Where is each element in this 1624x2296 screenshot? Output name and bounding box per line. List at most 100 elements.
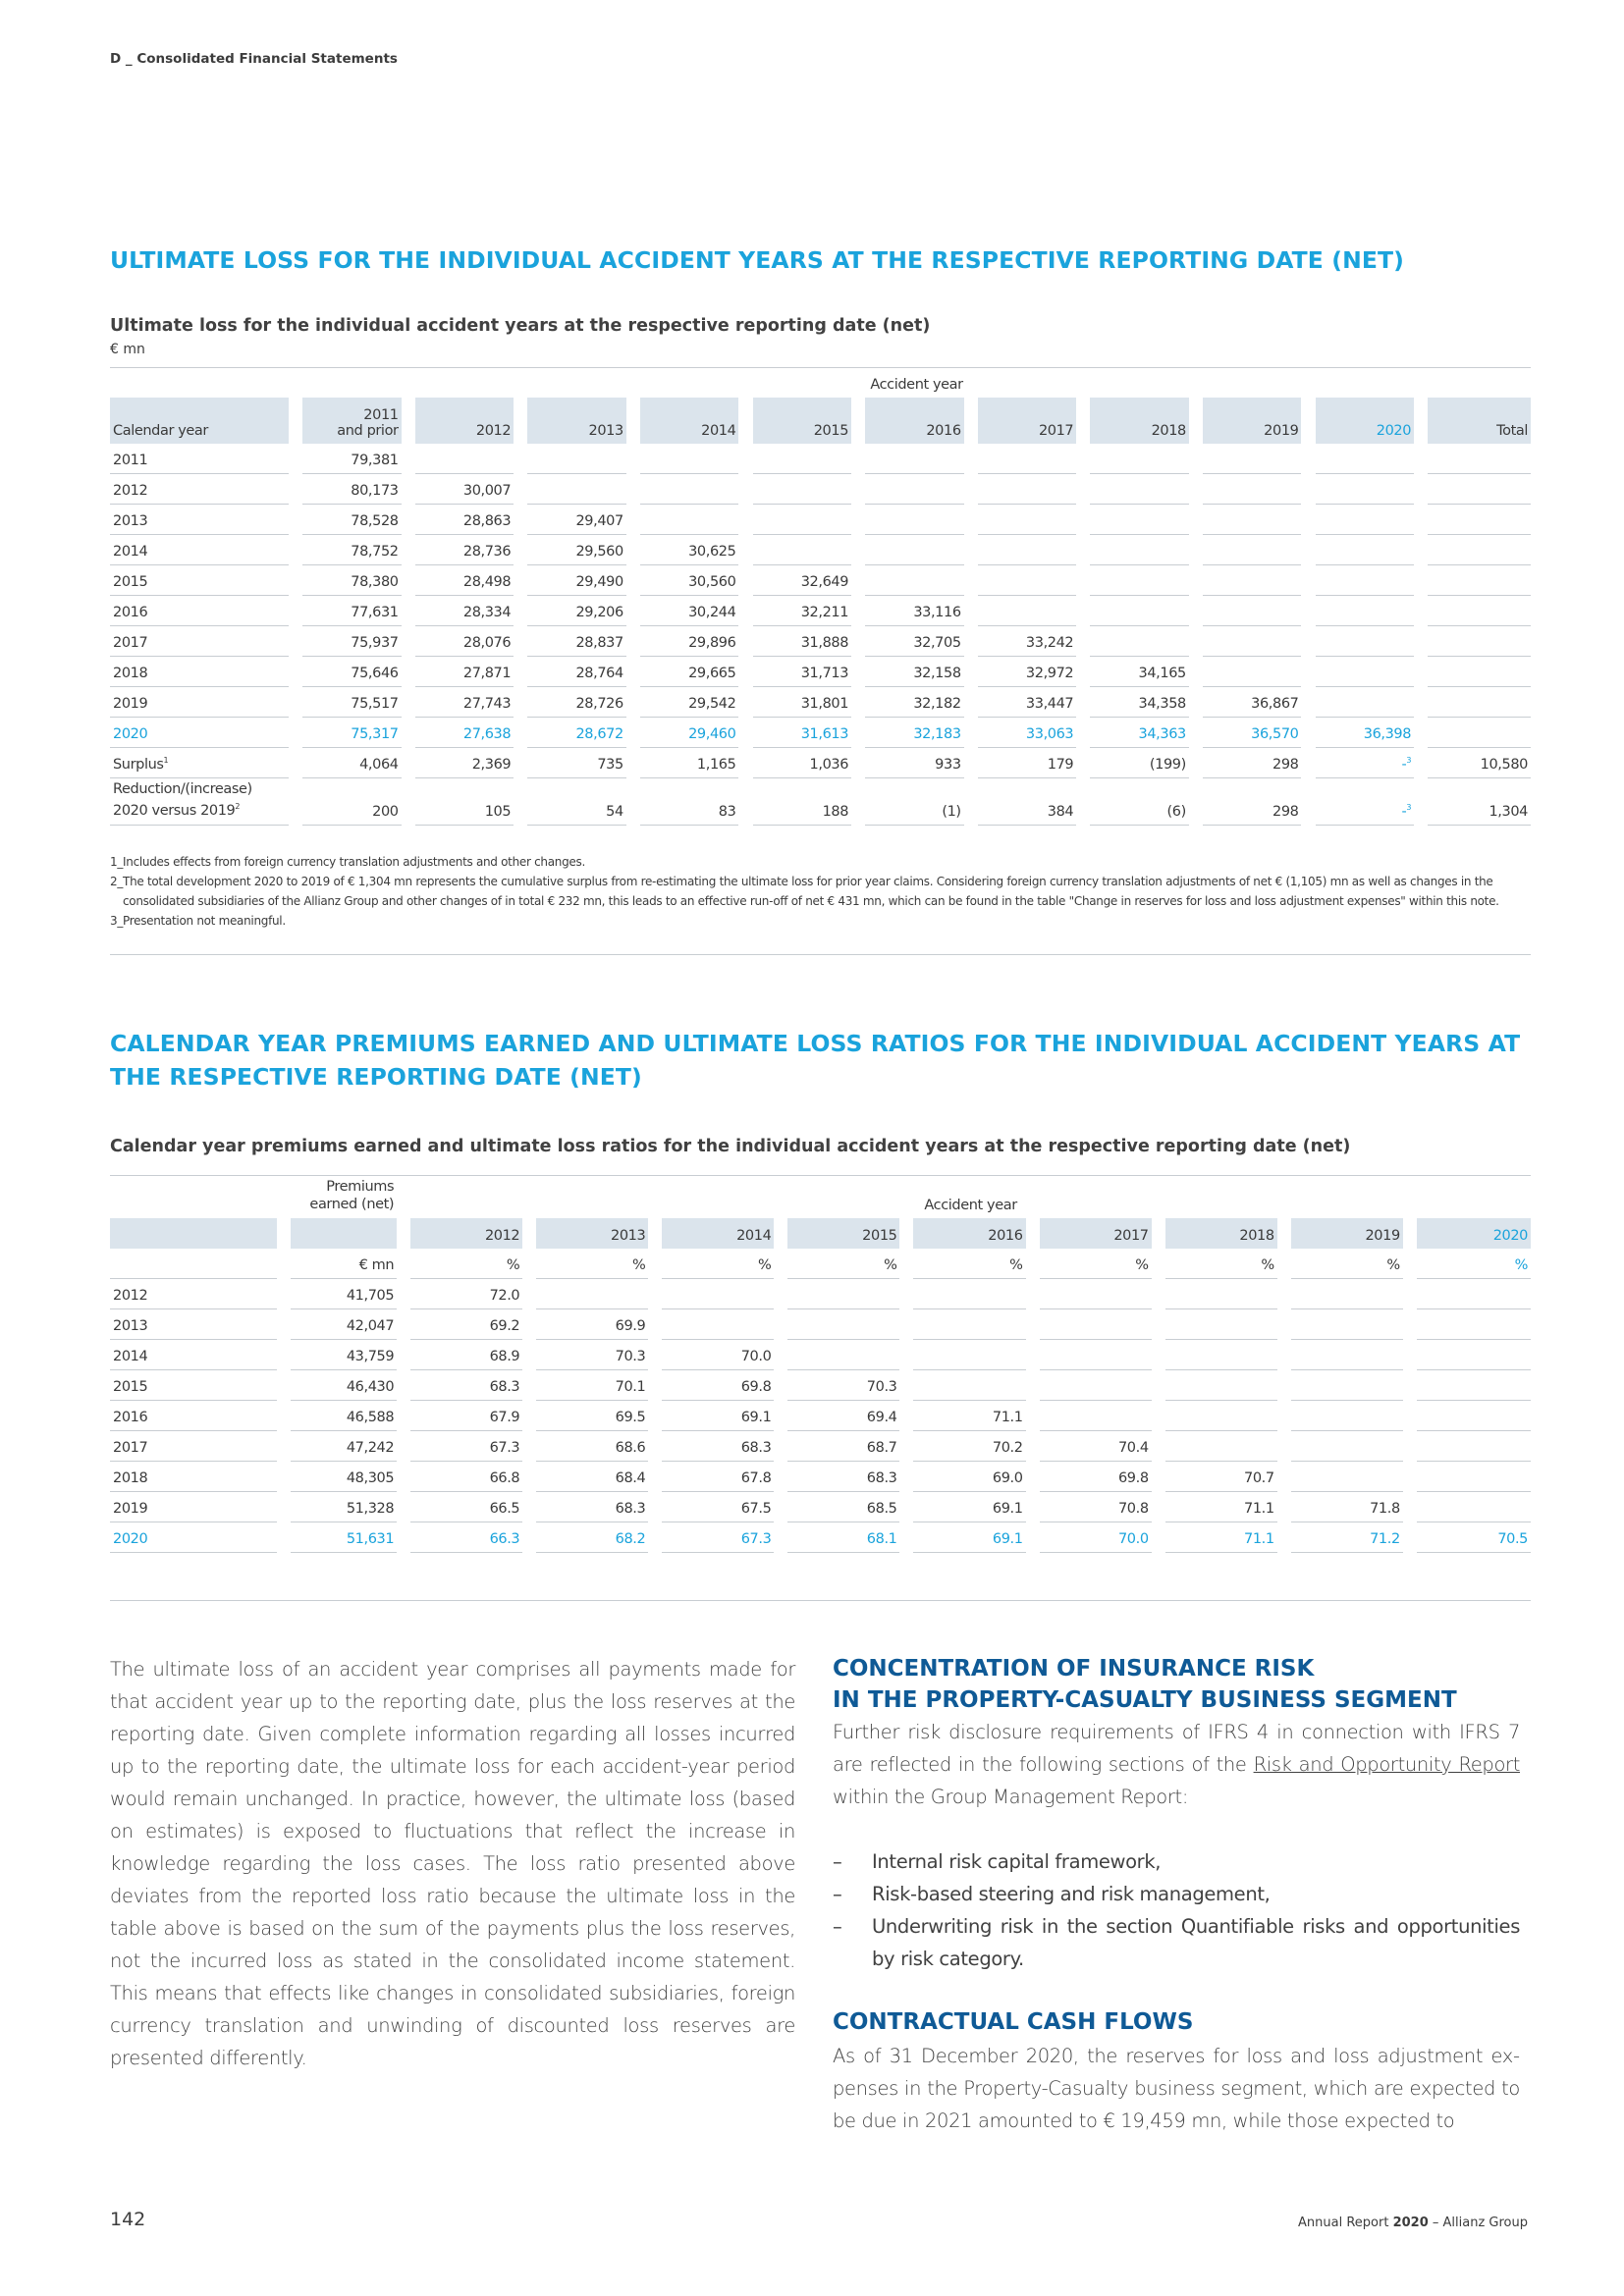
column-gap: [1152, 1522, 1165, 1553]
concentration-text-after: within the Group Management Report:: [833, 1786, 1189, 1808]
table-cell: 28,764: [527, 657, 626, 687]
table-cell: 31,801: [752, 687, 852, 718]
column-gap: [1189, 626, 1203, 657]
table-cell: 1,165: [639, 748, 739, 778]
table-unit: € mn: [110, 342, 145, 357]
cell-value: 33,116: [913, 605, 961, 620]
table-cell: [527, 474, 626, 505]
column-gap: [964, 474, 978, 505]
table-cell: 68.6: [536, 1431, 649, 1462]
table-cell: [1315, 444, 1415, 474]
row-label-text: 2017: [113, 635, 148, 651]
column-gap: [626, 474, 640, 505]
column-gap: [774, 1522, 787, 1553]
table-cell: 298: [1202, 778, 1302, 826]
column-gap: [1414, 657, 1428, 687]
premiums-header: Premiums earned (net): [291, 1178, 397, 1218]
page-number: 142: [110, 2209, 146, 2230]
table-cell: [1315, 626, 1415, 657]
table-cell: 69.4: [787, 1401, 900, 1431]
table-cell: 28,863: [414, 505, 514, 535]
cell-value: 29,560: [575, 544, 623, 560]
table-cell: 31,713: [752, 657, 852, 687]
table-cell: 32,211: [752, 596, 852, 626]
column-gap: [738, 474, 752, 505]
column-gap: [1189, 596, 1203, 626]
table-cell: [787, 1279, 900, 1309]
table-row: 2018 48,305 66.8 68.4 67.8 68.3 69.0 69.8 70.7: [110, 1462, 1531, 1492]
row-label: 2017: [110, 626, 289, 657]
bullet-dash: –: [833, 1883, 842, 1905]
premiums-cell: 51,328: [291, 1492, 398, 1522]
cell-value: 75,517: [351, 696, 399, 712]
table-cell: 30,007: [414, 474, 514, 505]
column-gap: [774, 1249, 787, 1279]
table-cell: 2,369: [414, 748, 514, 778]
footnote-3: 3_Presentation not meaningful.: [110, 914, 286, 928]
table-cell: [787, 1340, 900, 1370]
column-gap: [1403, 1279, 1417, 1309]
cell-value: 79,381: [351, 453, 399, 468]
table-cell: 29,206: [527, 596, 626, 626]
column-gap: [289, 626, 302, 657]
column-gap: [648, 1401, 662, 1431]
column-gap: [738, 718, 752, 748]
cell-value: (1): [942, 804, 961, 820]
table-cell: 71.1: [913, 1401, 1026, 1431]
column-gap: [1277, 1431, 1291, 1462]
column-gap: [277, 1178, 291, 1218]
column-gap: [522, 1401, 536, 1431]
column-gap: [1189, 474, 1203, 505]
column-gap: [397, 1218, 410, 1249]
table-cell: 28,736: [414, 535, 514, 565]
table-cell: 80,173: [302, 474, 402, 505]
table-cell: 298: [1202, 748, 1302, 778]
table-title-loss-ratios: Calendar year premiums earned and ultima…: [110, 1137, 1351, 1156]
column-gap: [1076, 565, 1090, 596]
column-gap: [1301, 565, 1315, 596]
column-header: 2011 and prior: [302, 398, 402, 444]
table-cell: [752, 474, 852, 505]
column-gap: [1414, 474, 1428, 505]
cell-value: 29,896: [688, 635, 736, 651]
column-gap: [1414, 718, 1428, 748]
column-gap: [397, 1309, 410, 1340]
table-cell: [1290, 1340, 1403, 1370]
table-cell: [1290, 1401, 1403, 1431]
column-gap: [648, 1309, 662, 1340]
table-cell: [1428, 657, 1531, 687]
table-cell: 69.8: [1039, 1462, 1152, 1492]
table-cell: [1164, 1279, 1277, 1309]
blank-cell: [110, 367, 289, 398]
table-cell: [1428, 474, 1531, 505]
row-label: 2019: [110, 687, 289, 718]
column-gap: [648, 1218, 662, 1249]
column-gap: [1152, 1370, 1165, 1401]
premiums-header-line: Premiums: [326, 1179, 395, 1195]
column-gap: [514, 535, 527, 565]
column-gap: [626, 444, 640, 474]
table-cell: [1164, 1340, 1277, 1370]
column-gap: [1026, 1522, 1040, 1553]
risk-opportunity-report-link[interactable]: Risk and Opportunity Re­port: [1253, 1753, 1521, 1776]
cell-value: 30,007: [462, 483, 512, 499]
table-cell: [1039, 1401, 1152, 1431]
table-cell: [662, 1309, 775, 1340]
cell-value: 27,743: [462, 696, 512, 712]
table-cell: 30,625: [639, 535, 739, 565]
column-gap: [851, 505, 865, 535]
table-row: 2011 79,381: [110, 444, 1531, 474]
column-gap: [648, 1492, 662, 1522]
table-cell: 27,871: [414, 657, 514, 687]
table-cell: 75,646: [302, 657, 402, 687]
table-cell: 69.2: [410, 1309, 523, 1340]
column-header: Calendar year: [110, 398, 289, 444]
table-cell: [1315, 657, 1415, 687]
table-cell: 68.3: [410, 1370, 523, 1401]
table-cell: 68.2: [536, 1522, 649, 1553]
ultimate-loss-table: Accident year Calendar year 2011 and prior 2…: [110, 367, 1531, 826]
table-cell: 79,381: [302, 444, 402, 474]
table-cell: 68.3: [536, 1492, 649, 1522]
table-cell: 69.9: [536, 1309, 649, 1340]
column-gap: [522, 1370, 536, 1401]
